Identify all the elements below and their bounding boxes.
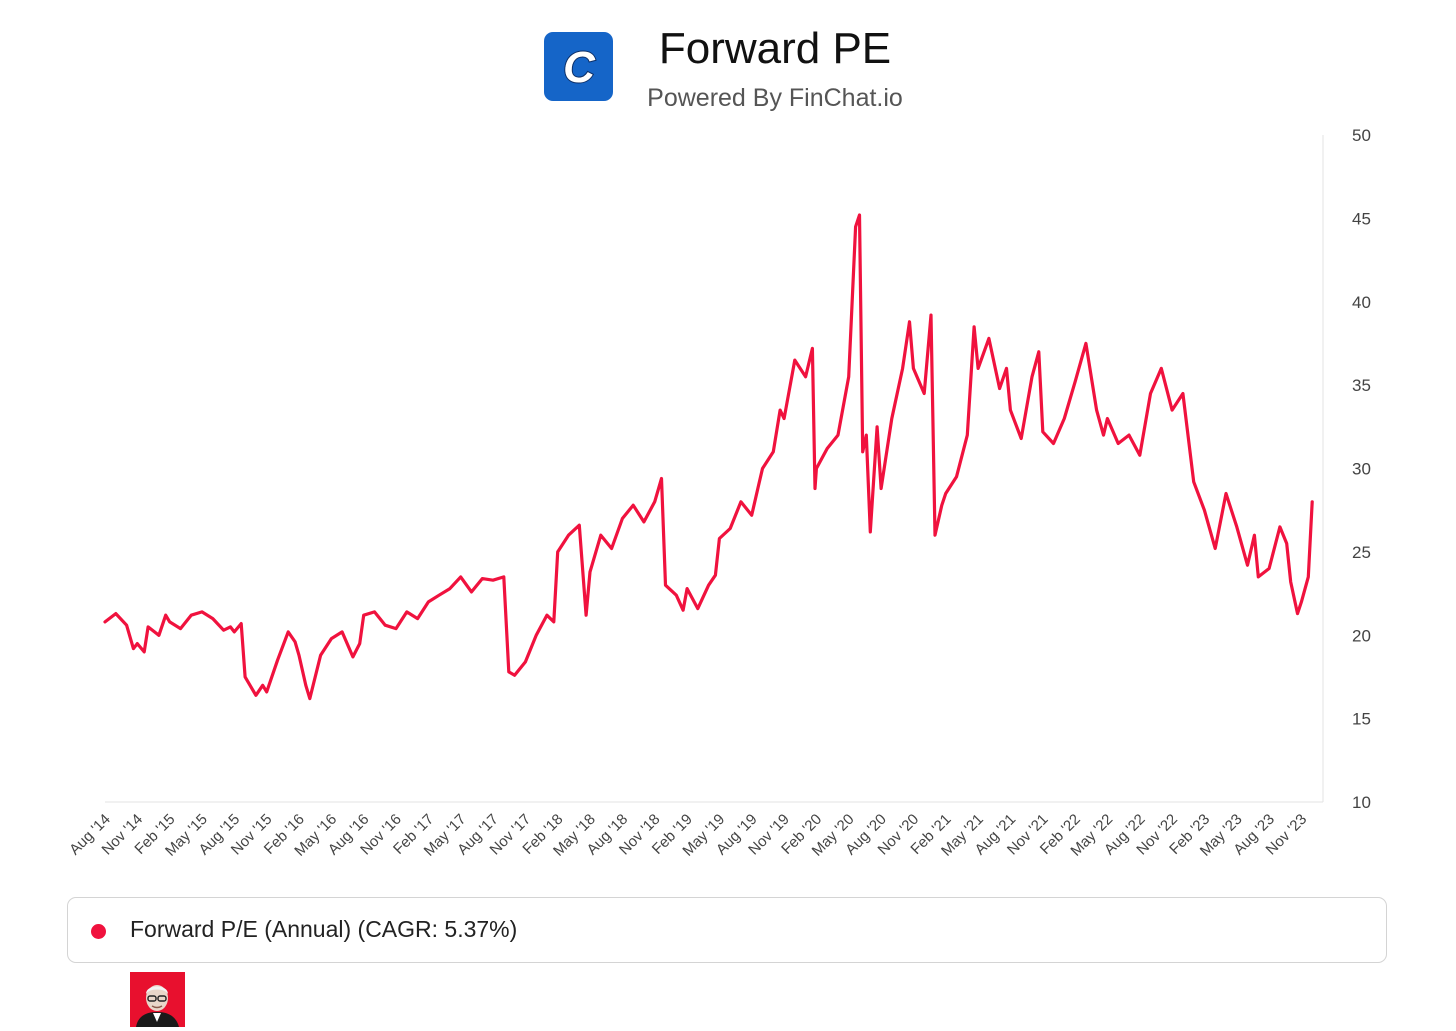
logo-letter: C xyxy=(563,43,596,92)
finchat-logo-mark: C xyxy=(562,42,597,93)
y-tick-label: 25 xyxy=(1352,543,1371,562)
avatar-portrait-icon xyxy=(130,972,185,1027)
y-tick-label: 20 xyxy=(1352,626,1371,645)
chart-title: Forward PE xyxy=(658,24,892,73)
legend-series-label[interactable]: Forward P/E (Annual) (CAGR: 5.37%) xyxy=(130,916,518,942)
legend-series-dot xyxy=(91,924,106,939)
y-tick-label: 10 xyxy=(1352,793,1371,812)
chart-subtitle: Powered By FinChat.io xyxy=(647,84,903,112)
finchat-logo: C xyxy=(544,32,613,101)
y-tick-label: 50 xyxy=(1352,126,1371,145)
y-tick-label: 30 xyxy=(1352,460,1371,479)
y-tick-label: 40 xyxy=(1352,293,1371,312)
y-tick-label: 45 xyxy=(1352,209,1371,228)
series-line xyxy=(103,213,1314,701)
legend[interactable]: Forward P/E (Annual) (CAGR: 5.37%) xyxy=(67,897,1387,963)
avatar xyxy=(130,972,185,1027)
y-tick-label: 15 xyxy=(1352,710,1371,729)
y-tick-label: 35 xyxy=(1352,376,1371,395)
